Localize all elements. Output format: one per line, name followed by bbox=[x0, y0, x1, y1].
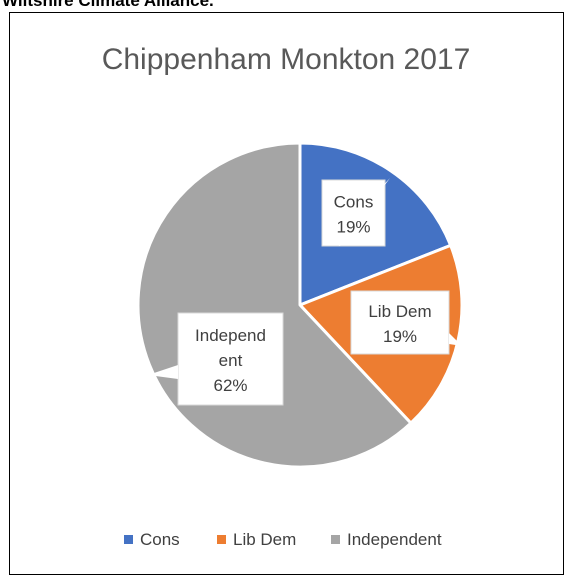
legend-swatch bbox=[331, 535, 340, 544]
data-label-pointer bbox=[330, 178, 390, 246]
data-label-cons: Cons 19% bbox=[321, 178, 390, 247]
legend-label: Independent bbox=[347, 530, 442, 549]
legend-item-independent: Independent bbox=[331, 530, 442, 549]
document-header: Wiltshire Climate Alliance. bbox=[2, 0, 214, 10]
data-label-text: 19% bbox=[383, 327, 417, 346]
data-label-text: Cons bbox=[334, 193, 374, 212]
data-label-box bbox=[177, 312, 284, 406]
data-label-text: Lib Dem bbox=[368, 302, 431, 321]
data-label-text: 19% bbox=[336, 218, 370, 237]
data-label-lib-dem: Lib Dem 19% bbox=[350, 290, 462, 355]
chart-frame: Chippenham Monkton 2017 Cons 19% Lib Dem 19… bbox=[9, 12, 564, 575]
legend-label: Cons bbox=[140, 530, 180, 549]
legend-swatch bbox=[124, 535, 133, 544]
pie-chart: Chippenham Monkton 2017 Cons 19% Lib Dem 19… bbox=[102, 43, 471, 549]
chart-legend: Cons Lib Dem Independent bbox=[124, 530, 442, 549]
chart-title: Chippenham Monkton 2017 bbox=[102, 43, 471, 76]
data-label-independent: Independ ent 62% bbox=[148, 312, 284, 406]
data-label-box bbox=[321, 179, 386, 247]
data-label-text: ent bbox=[219, 351, 243, 370]
data-label-pointer bbox=[148, 365, 178, 379]
data-label-text: 62% bbox=[213, 376, 247, 395]
data-label-pointer bbox=[449, 333, 462, 346]
data-label-text: Independ bbox=[195, 326, 266, 345]
legend-swatch bbox=[217, 535, 226, 544]
legend-item-lib-dem: Lib Dem bbox=[217, 530, 296, 549]
data-labels: Cons 19% Lib Dem 19% Independ ent 62% bbox=[148, 178, 462, 406]
legend-item-cons: Cons bbox=[124, 530, 180, 549]
data-label-box bbox=[350, 290, 450, 355]
legend-label: Lib Dem bbox=[233, 530, 296, 549]
